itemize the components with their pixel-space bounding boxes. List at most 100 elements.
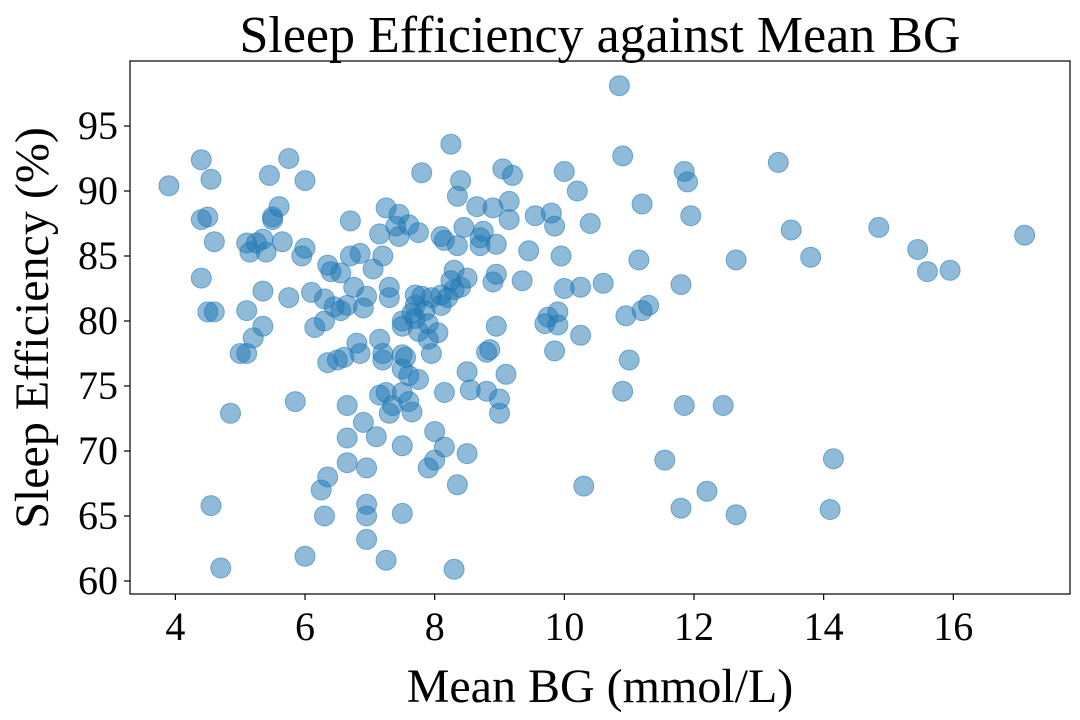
data-point	[618, 349, 640, 371]
data-point	[472, 220, 494, 242]
data-point	[680, 205, 702, 227]
data-point	[378, 287, 400, 309]
data-point	[670, 274, 692, 296]
data-point	[677, 171, 698, 193]
data-point	[485, 263, 507, 285]
data-point	[356, 493, 378, 515]
data-point	[443, 558, 465, 580]
data-point	[349, 343, 371, 364]
data-point	[336, 427, 358, 449]
data-point	[339, 210, 361, 232]
data-point	[780, 219, 802, 241]
data-point	[252, 280, 274, 302]
data-point	[1014, 224, 1036, 246]
data-point	[608, 75, 630, 97]
data-point	[352, 411, 374, 433]
data-point	[628, 249, 650, 271]
data-point	[356, 457, 378, 479]
data-point	[550, 245, 572, 267]
data-point	[317, 466, 339, 488]
plot-frame	[129, 60, 1071, 595]
data-point	[654, 449, 676, 471]
data-point	[408, 369, 429, 390]
x-axis: 4 6 8 10 12 14 16	[165, 594, 973, 649]
data-point	[485, 315, 507, 337]
data-point	[349, 242, 371, 264]
data-point	[450, 170, 472, 192]
data-point	[570, 324, 592, 346]
data-point	[446, 474, 468, 496]
chart-title: Sleep Efficiency against Mean BG	[239, 7, 960, 64]
data-point	[427, 322, 449, 344]
data-point	[411, 162, 433, 184]
data-point	[767, 151, 789, 173]
x-tick-label: 10	[544, 604, 584, 649]
data-point	[670, 497, 692, 519]
data-point	[819, 499, 841, 520]
data-point	[190, 149, 212, 171]
y-tick-label: 85	[78, 233, 118, 278]
data-point	[573, 475, 595, 497]
data-point	[336, 452, 358, 474]
data-point	[579, 213, 601, 234]
data-point	[158, 175, 180, 197]
data-point	[314, 505, 335, 527]
data-point	[570, 276, 592, 298]
data-point	[284, 391, 306, 413]
data-point	[200, 495, 222, 517]
data-point	[252, 315, 274, 337]
data-point	[294, 170, 316, 192]
y-tick-label: 70	[78, 428, 118, 473]
data-point	[408, 222, 429, 244]
data-point	[498, 190, 520, 212]
data-point	[190, 267, 212, 289]
data-point	[566, 180, 588, 202]
data-point	[336, 395, 358, 416]
y-tick-label: 75	[78, 363, 118, 408]
data-point	[673, 395, 695, 416]
data-point	[511, 270, 533, 292]
data-point	[916, 261, 938, 283]
data-point	[271, 231, 293, 253]
data-point	[391, 502, 413, 524]
y-axis: 60 65 70 75 80 85 90 95	[78, 103, 130, 603]
data-point	[391, 435, 413, 457]
data-point	[420, 343, 442, 364]
data-point	[696, 480, 718, 502]
data-point	[330, 262, 352, 284]
data-point	[800, 246, 822, 268]
data-point	[356, 528, 378, 550]
data-point	[258, 164, 280, 186]
data-point	[498, 209, 520, 231]
data-point	[456, 361, 478, 383]
data-point	[200, 168, 222, 190]
x-axis-label: Mean BG (mmol/L)	[407, 660, 794, 713]
data-point	[278, 287, 300, 309]
data-point	[518, 240, 540, 262]
x-tick-label: 12	[674, 604, 714, 649]
data-point	[424, 421, 446, 442]
data-point	[868, 216, 890, 238]
data-point	[203, 231, 225, 253]
data-point	[440, 133, 462, 155]
data-point	[268, 196, 290, 218]
data-point	[365, 426, 387, 448]
data-point	[294, 237, 316, 259]
data-points	[158, 75, 1036, 580]
data-point	[236, 300, 258, 322]
y-tick-label: 80	[78, 298, 118, 343]
data-point	[725, 249, 747, 271]
x-tick-label: 16	[933, 604, 973, 649]
data-point	[372, 245, 394, 267]
y-tick-label: 90	[78, 168, 118, 213]
data-point	[197, 206, 219, 228]
data-point	[612, 145, 634, 167]
data-point	[638, 294, 660, 316]
x-tick-label: 4	[165, 604, 185, 649]
data-point	[255, 241, 277, 263]
data-point	[446, 235, 468, 257]
data-point	[433, 382, 455, 403]
data-point	[479, 339, 501, 361]
data-point	[401, 401, 423, 423]
